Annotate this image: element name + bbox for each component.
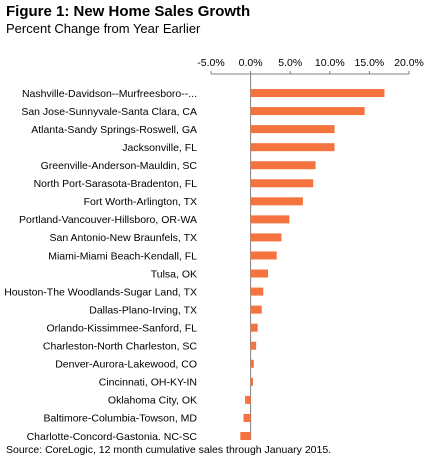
category-label: Charleston-North Charleston, SC [43,341,197,353]
category-labels: Nashville-Davidson--Murfreesboro--... San… [4,88,197,440]
chart-title: Figure 1: New Home Sales Growth [6,3,251,20]
bar [250,377,253,386]
category-label: North Port-Sarasota-Bradenton, FL [34,178,198,190]
category-label: Fort Worth-Arlington, TX [84,196,197,208]
bar [250,161,316,170]
bar-chart: -5.0% 0.0% 5.0% 10.0% 15.0% 20.0% Nashville-D… [4,57,424,440]
category-label: Houston-The Woodlands-Sugar Land, TX [4,286,197,298]
category-label: Baltimore-Columbia-Towson, MD [44,413,198,425]
bar [250,341,257,350]
bar [250,197,303,206]
category-label: Atlanta-Sandy Springs-Roswell, GA [31,124,197,136]
bar [250,89,385,98]
x-tick-label: 10.0% [315,57,345,69]
category-label: Oklahoma City, OK [108,395,197,407]
category-label: Dallas-Plano-Irving, TX [89,304,197,316]
bar [250,359,254,368]
category-label: Cincinnati, OH-KY-IN [99,377,197,389]
category-label: San Jose-Sunnyvale-Santa Clara, CA [21,106,197,118]
bar [250,323,258,332]
category-label: Portland-Vancouver-Hillsboro, OR-WA [19,214,197,226]
bar [250,305,262,314]
category-label: Nashville-Davidson--Murfreesboro--... [22,88,197,100]
category-label: Tulsa, OK [151,268,197,280]
bar [250,143,335,152]
bar [250,215,290,224]
category-label: Charlotte-Concord-Gastonia, NC-SC [27,431,198,440]
x-tick-label: 5.0% [278,57,302,69]
chart-subtitle: Percent Change from Year Earlier [6,21,201,36]
category-label: Jacksonville, FL [122,142,197,154]
x-tick-label: -5.0% [197,57,224,69]
category-label: San Antonio-New Braunfels, TX [50,232,197,244]
x-tick-label: 20.0% [394,57,424,69]
bar [250,287,264,296]
bar [250,107,365,116]
x-tick-label: 0.0% [239,57,263,69]
bar [250,269,269,278]
category-label: Orlando-Kissimmee-Sanford, FL [46,322,197,334]
category-label: Denver-Aurora-Lakewood, CO [55,359,197,371]
source-footnote: Source: CoreLogic, 12 month cumulative s… [6,444,332,456]
bar [240,431,251,440]
category-label: Miami-Miami Beach-Kendall, FL [48,250,197,262]
bar [250,125,335,134]
bar [243,413,251,422]
bar [245,395,251,404]
bar [250,251,277,260]
bar [250,233,282,242]
x-tick-label: 15.0% [355,57,385,69]
bar [250,179,314,188]
bars [240,89,385,440]
category-label: Greenville-Anderson-Mauldin, SC [41,160,198,172]
